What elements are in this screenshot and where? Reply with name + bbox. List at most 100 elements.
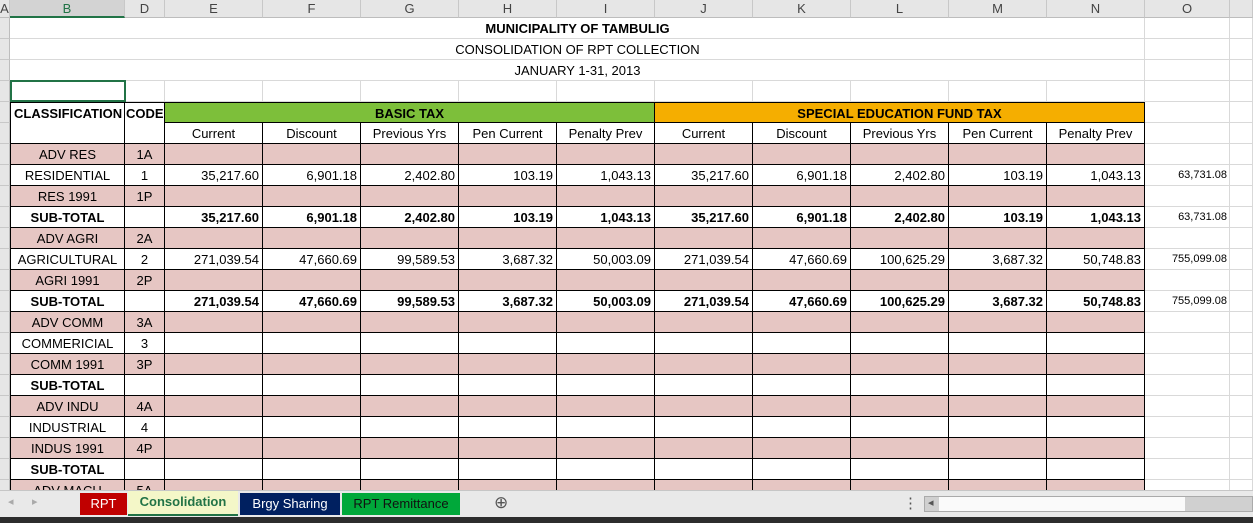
merged-title-cell[interactable] xyxy=(10,39,1145,60)
cell[interactable] xyxy=(1145,123,1230,144)
classification-cell[interactable]: SUB-TOTAL xyxy=(10,459,125,480)
cell[interactable] xyxy=(1230,60,1253,81)
code-cell[interactable]: 3P xyxy=(125,354,165,375)
cell[interactable] xyxy=(1230,354,1253,375)
amount-cell[interactable] xyxy=(753,186,851,207)
amount-cell[interactable] xyxy=(655,186,753,207)
sheet-tab-rpt-remittance[interactable]: RPT Remittance xyxy=(342,493,460,515)
amount-cell[interactable]: 6,901.18 xyxy=(753,165,851,186)
classification-cell[interactable]: SUB-TOTAL xyxy=(10,375,125,396)
amount-cell[interactable] xyxy=(949,459,1047,480)
code-cell[interactable] xyxy=(125,291,165,312)
amount-cell[interactable] xyxy=(165,480,263,490)
cell[interactable] xyxy=(1230,249,1253,270)
amount-cell[interactable] xyxy=(459,228,557,249)
amount-cell[interactable] xyxy=(361,228,459,249)
row-header[interactable] xyxy=(0,18,10,39)
amount-cell[interactable]: 6,901.18 xyxy=(263,165,361,186)
cell[interactable] xyxy=(1230,102,1253,123)
amount-cell[interactable]: 47,660.69 xyxy=(263,249,361,270)
amount-cell[interactable]: 100,625.29 xyxy=(851,291,949,312)
amount-cell[interactable] xyxy=(655,312,753,333)
amount-cell[interactable] xyxy=(165,375,263,396)
code-cell[interactable]: 2A xyxy=(125,228,165,249)
cell[interactable] xyxy=(1230,39,1253,60)
amount-cell[interactable] xyxy=(851,438,949,459)
column-header-N[interactable]: N xyxy=(1047,0,1145,18)
cell[interactable] xyxy=(1145,39,1230,60)
amount-cell[interactable] xyxy=(263,438,361,459)
amount-cell[interactable] xyxy=(459,438,557,459)
cell[interactable] xyxy=(1230,291,1253,312)
amount-cell[interactable] xyxy=(557,438,655,459)
column-header-P[interactable] xyxy=(1230,0,1253,18)
amount-cell[interactable] xyxy=(753,375,851,396)
amount-cell[interactable]: 271,039.54 xyxy=(655,291,753,312)
amount-cell[interactable]: 1,043.13 xyxy=(557,165,655,186)
cell[interactable] xyxy=(1145,333,1230,354)
amount-cell[interactable]: 47,660.69 xyxy=(263,291,361,312)
amount-cell[interactable] xyxy=(655,354,753,375)
spreadsheet-grid[interactable]: A B D E F G H I J K L M N O MUNICIPALITY OF TAMBULIG CO… xyxy=(0,0,1253,490)
row-header[interactable] xyxy=(0,102,10,123)
cell[interactable] xyxy=(1230,18,1253,39)
classification-cell[interactable]: INDUS 1991 xyxy=(10,438,125,459)
cell[interactable] xyxy=(1145,417,1230,438)
cell[interactable] xyxy=(1047,81,1145,102)
amount-cell[interactable] xyxy=(949,144,1047,165)
amount-cell[interactable] xyxy=(655,375,753,396)
cell[interactable] xyxy=(1230,270,1253,291)
sheet-tab-consolidation[interactable]: Consolidation xyxy=(128,491,238,516)
amount-cell[interactable] xyxy=(361,333,459,354)
amount-cell[interactable] xyxy=(851,459,949,480)
code-cell[interactable]: 1 xyxy=(125,165,165,186)
amount-cell[interactable] xyxy=(459,480,557,490)
amount-cell[interactable] xyxy=(949,480,1047,490)
column-header-B[interactable]: B xyxy=(10,0,125,18)
amount-cell[interactable]: 271,039.54 xyxy=(165,291,263,312)
classification-cell[interactable]: RES 1991 xyxy=(10,186,125,207)
amount-cell[interactable] xyxy=(1047,375,1145,396)
amount-cell[interactable] xyxy=(165,438,263,459)
cell[interactable] xyxy=(1145,102,1230,123)
amount-cell[interactable] xyxy=(1047,480,1145,490)
amount-cell[interactable] xyxy=(459,144,557,165)
amount-cell[interactable] xyxy=(361,312,459,333)
row-header[interactable] xyxy=(0,333,10,354)
amount-cell[interactable] xyxy=(655,228,753,249)
amount-cell[interactable]: 1,043.13 xyxy=(1047,207,1145,228)
code-cell[interactable]: 3A xyxy=(125,312,165,333)
amount-cell[interactable] xyxy=(851,144,949,165)
cell[interactable] xyxy=(557,81,655,102)
amount-cell[interactable]: 50,748.83 xyxy=(1047,249,1145,270)
classification-cell[interactable]: ADV RES xyxy=(10,144,125,165)
row-total-cell[interactable]: 755,099.08 xyxy=(1171,253,1227,265)
cell[interactable] xyxy=(1145,18,1230,39)
row-total-cell[interactable]: 755,099.08 xyxy=(1171,295,1227,307)
amount-cell[interactable] xyxy=(753,354,851,375)
amount-cell[interactable] xyxy=(949,354,1047,375)
amount-cell[interactable] xyxy=(949,270,1047,291)
prev-sheet-icon[interactable]: ◂ xyxy=(8,496,14,508)
amount-cell[interactable] xyxy=(753,396,851,417)
row-header[interactable] xyxy=(0,480,10,490)
row-header[interactable] xyxy=(0,186,10,207)
amount-cell[interactable] xyxy=(655,480,753,490)
amount-cell[interactable]: 271,039.54 xyxy=(165,249,263,270)
classification-cell[interactable]: RESIDENTIAL xyxy=(10,165,125,186)
column-header-H[interactable]: H xyxy=(459,0,557,18)
amount-cell[interactable] xyxy=(753,333,851,354)
sheet-tab-brgy-sharing[interactable]: Brgy Sharing xyxy=(240,493,340,515)
amount-cell[interactable] xyxy=(753,438,851,459)
cell[interactable] xyxy=(1230,459,1253,480)
cell[interactable] xyxy=(1145,354,1230,375)
amount-cell[interactable] xyxy=(557,228,655,249)
cell[interactable] xyxy=(1145,438,1230,459)
row-header[interactable] xyxy=(0,39,10,60)
cell[interactable] xyxy=(1145,270,1230,291)
cell[interactable] xyxy=(1145,396,1230,417)
amount-cell[interactable] xyxy=(165,354,263,375)
amount-cell[interactable] xyxy=(1047,354,1145,375)
amount-cell[interactable] xyxy=(165,186,263,207)
amount-cell[interactable] xyxy=(361,375,459,396)
